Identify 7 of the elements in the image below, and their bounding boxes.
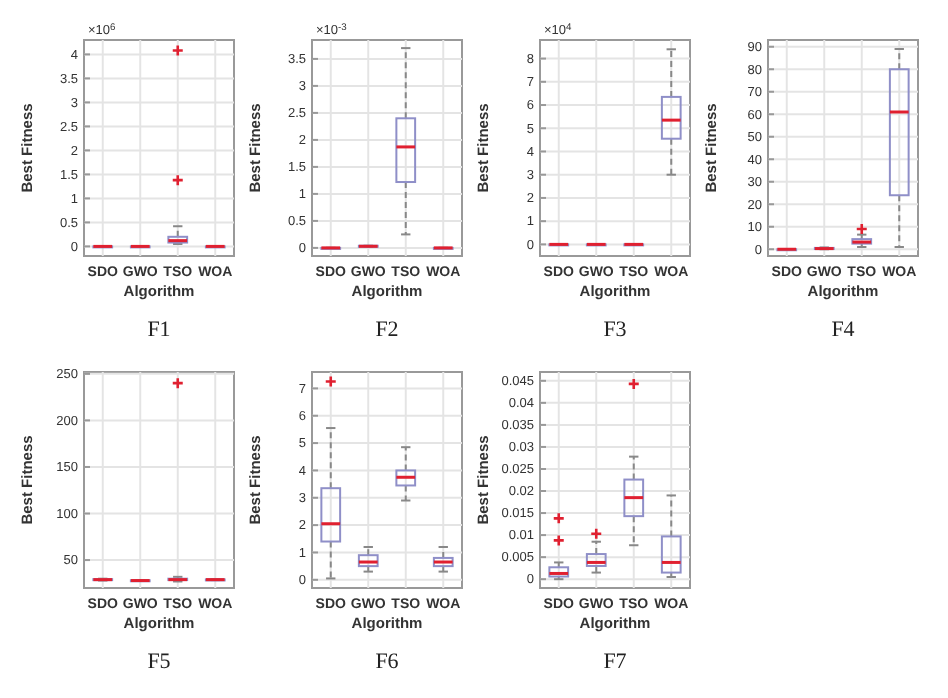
text: F4 xyxy=(831,318,856,342)
text: F2 xyxy=(375,318,399,342)
text: F3 xyxy=(603,318,628,342)
text: F6 xyxy=(375,650,400,674)
text: F1 xyxy=(147,318,171,342)
text: F5 xyxy=(147,650,172,674)
text: F7 xyxy=(603,650,628,674)
